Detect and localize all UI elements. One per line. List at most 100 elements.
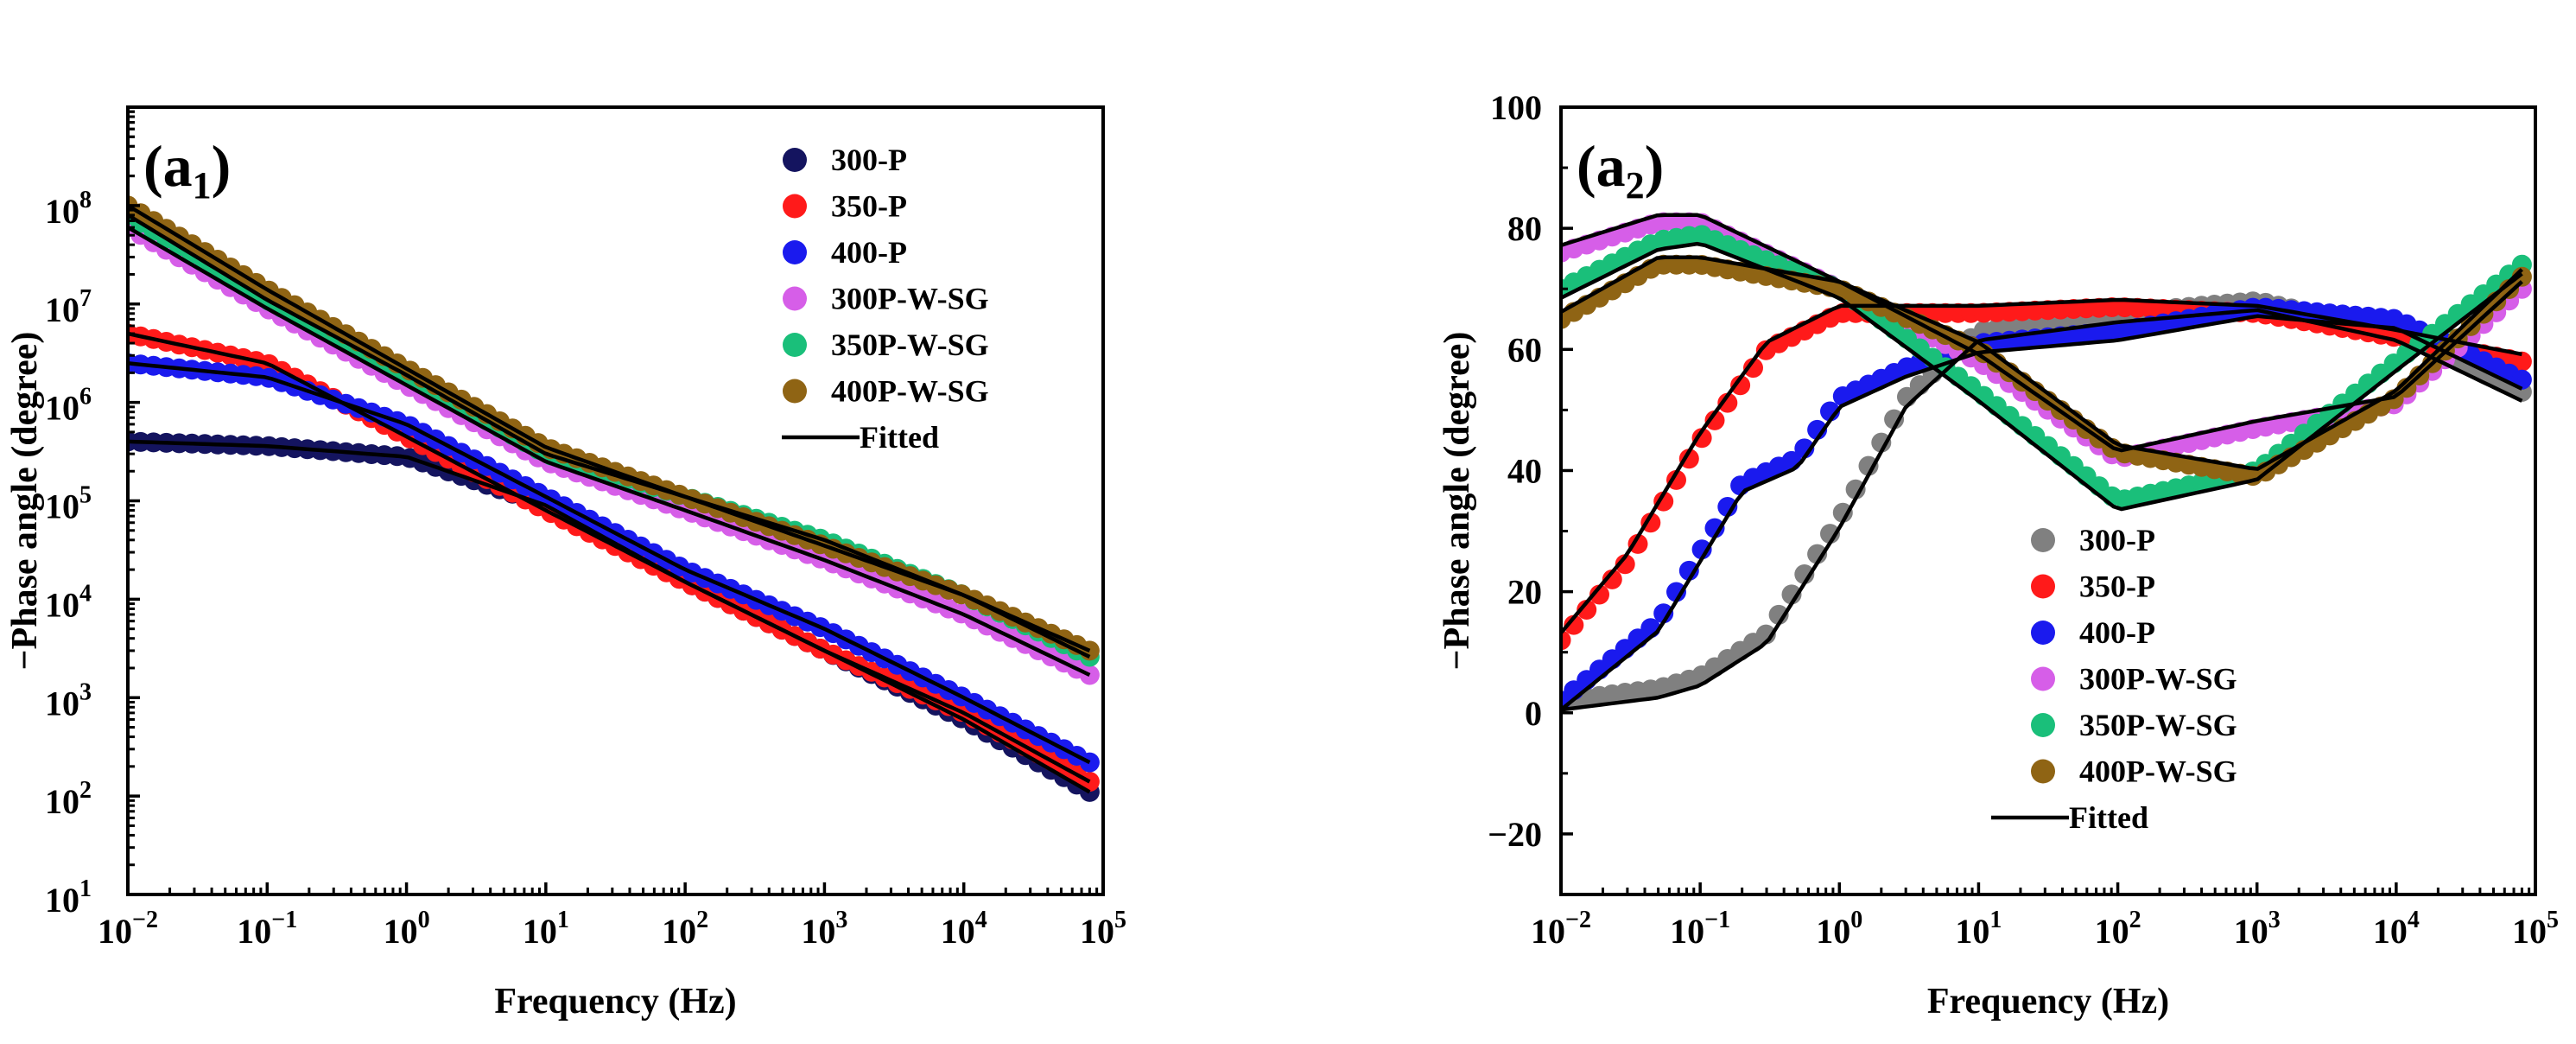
data-point bbox=[1717, 497, 1738, 517]
data-point bbox=[1653, 603, 1674, 624]
panel-a2: 10−2 10−1 100 101 102 103 104 105 −20 0 20 40 60 80 10… bbox=[1437, 88, 2559, 1022]
x-tick-label: 105 bbox=[1080, 907, 1126, 951]
legend-entry-label: 300P-W-SG bbox=[831, 282, 989, 316]
data-point bbox=[1627, 533, 1648, 554]
fitted-line-400-P bbox=[1561, 314, 2523, 712]
y-tick-label: 100 bbox=[1490, 88, 1542, 127]
fitted-line-300P-W-SG bbox=[1561, 213, 2523, 453]
legend-marker bbox=[2031, 759, 2055, 784]
x-tick-label: 103 bbox=[801, 907, 847, 951]
data-point bbox=[1691, 428, 1712, 449]
legend-marker bbox=[2031, 713, 2055, 737]
plot-frame bbox=[126, 105, 1105, 896]
legend-marker bbox=[783, 148, 807, 172]
y-tick-label: 40 bbox=[1507, 451, 1542, 490]
data-point bbox=[1564, 614, 1584, 635]
data-point bbox=[1730, 375, 1751, 396]
data-point bbox=[1678, 560, 1699, 581]
data-point bbox=[1832, 502, 1853, 523]
legend-entry-label: 400-P bbox=[2079, 615, 2155, 650]
panel-a1: 10−2 10−1 100 101 102 103 104 105 101 102 103 104 10… bbox=[5, 105, 1126, 1022]
fitted-line-400P-W-SG bbox=[1561, 255, 2523, 471]
legend-entry-label: 300-P bbox=[831, 143, 907, 177]
legend-marker bbox=[783, 240, 807, 264]
y-tick-label: 105 bbox=[45, 482, 92, 526]
data-layer bbox=[1561, 212, 2532, 712]
x-axis-label: Frequency (Hz) bbox=[1927, 982, 2169, 1022]
x-tick-label: 10−2 bbox=[1531, 907, 1591, 951]
y-tick-label: 80 bbox=[1507, 209, 1542, 248]
x-tick-label: 101 bbox=[523, 907, 569, 951]
legend-marker bbox=[2031, 666, 2055, 691]
data-point bbox=[1820, 524, 1840, 544]
data-point bbox=[1615, 554, 1635, 575]
data-point bbox=[1561, 630, 1571, 651]
data-point bbox=[1704, 518, 1725, 538]
x-tick-label: 103 bbox=[2234, 907, 2281, 951]
legend-entry-label: 400P-W-SG bbox=[831, 374, 989, 409]
x-tick-label: 100 bbox=[1816, 907, 1862, 951]
y-tick-label: 101 bbox=[45, 875, 92, 920]
fitted-line-300P-W-SG bbox=[128, 226, 1091, 678]
y-tick-label: −20 bbox=[1488, 815, 1542, 854]
plot-frame bbox=[1559, 105, 2537, 896]
fitted-line-350-P bbox=[128, 331, 1091, 784]
legend-entry-label: 400-P bbox=[831, 235, 907, 270]
data-point bbox=[1666, 582, 1686, 602]
x-tick-label: 104 bbox=[2373, 907, 2420, 951]
data-point bbox=[1653, 491, 1674, 512]
data-point bbox=[2511, 351, 2532, 372]
legend-fitted-label: Fitted bbox=[2069, 800, 2148, 835]
legend-marker bbox=[2031, 621, 2055, 645]
data-point bbox=[1666, 469, 1686, 490]
y-axis-label: −Phase angle (degree) bbox=[5, 332, 45, 671]
legend-entry-label: 300-P bbox=[2079, 523, 2155, 557]
y-tick-label: 106 bbox=[45, 384, 92, 428]
data-point bbox=[1577, 600, 1597, 620]
y-tick-label: 0 bbox=[1525, 694, 1542, 733]
x-tick-label: 10−2 bbox=[98, 907, 158, 951]
legend-marker bbox=[783, 333, 807, 357]
fitted-line-400-P bbox=[128, 361, 1091, 765]
data-point bbox=[1704, 410, 1725, 430]
data-point bbox=[1781, 584, 1802, 605]
legend-marker bbox=[783, 194, 807, 219]
data-point bbox=[1807, 544, 1828, 564]
x-tick-label: 105 bbox=[2512, 907, 2559, 951]
legend-fitted-label: Fitted bbox=[860, 420, 939, 455]
y-tick-label: 102 bbox=[45, 777, 92, 821]
data-point bbox=[1640, 512, 1661, 533]
data-point bbox=[1884, 409, 1905, 430]
x-tick-label: 101 bbox=[1955, 907, 2002, 951]
y-tick-label: 60 bbox=[1507, 330, 1542, 369]
x-tick-label: 102 bbox=[2095, 907, 2141, 951]
x-tick-label: 102 bbox=[662, 907, 708, 951]
y-tick-label: 103 bbox=[45, 678, 92, 723]
x-tick-label: 10−1 bbox=[237, 907, 297, 951]
fitted-line-350P-W-SG bbox=[1561, 241, 2523, 512]
legend-entry-label: 350-P bbox=[831, 189, 907, 224]
legend-entry-label: 400P-W-SG bbox=[2079, 754, 2237, 789]
panel-label: (a1) bbox=[143, 133, 231, 207]
legend-marker bbox=[2031, 574, 2055, 599]
legend-entry-label: 350P-W-SG bbox=[2079, 708, 2237, 742]
y-tick-label: 107 bbox=[45, 285, 92, 329]
legend-entry-label: 350-P bbox=[2079, 570, 2155, 604]
data-point bbox=[1589, 584, 1609, 605]
data-point bbox=[1743, 358, 1763, 379]
y-axis-label: −Phase angle (degree) bbox=[1437, 332, 1477, 671]
data-point bbox=[1794, 564, 1815, 584]
data-point bbox=[1691, 539, 1712, 560]
data-point bbox=[1678, 449, 1699, 469]
y-tick-label: 108 bbox=[45, 187, 92, 231]
y-tick-label: 20 bbox=[1507, 573, 1542, 612]
legend-marker bbox=[2031, 528, 2055, 552]
legend-entry-label: 300P-W-SG bbox=[2079, 662, 2237, 697]
fitted-line-400P-W-SG bbox=[128, 203, 1091, 652]
data-point bbox=[1871, 432, 1892, 453]
x-axis-label: Frequency (Hz) bbox=[494, 982, 736, 1022]
data-point bbox=[1768, 604, 1789, 625]
data-point bbox=[1717, 392, 1738, 413]
data-layer bbox=[128, 195, 1100, 802]
legend: 300-P 350-P 400-P 300P-W-SG 350P-W-SG 400P-W-… bbox=[782, 143, 989, 455]
